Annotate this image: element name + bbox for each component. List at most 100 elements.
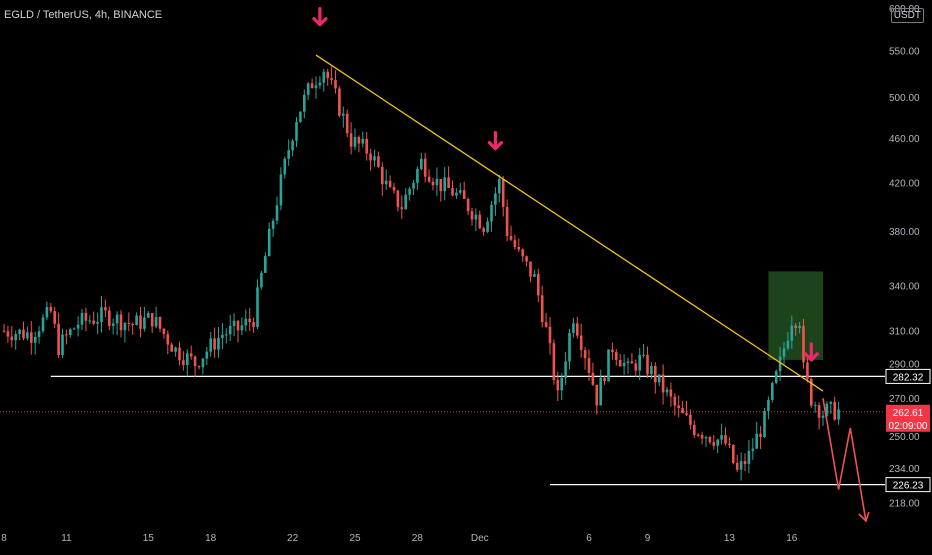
candle-body: [455, 192, 458, 196]
candle-body: [759, 433, 762, 437]
candle-body: [806, 362, 809, 379]
candle-body: [45, 307, 49, 318]
candle-body: [57, 323, 60, 356]
candle-body: [498, 178, 501, 194]
candle-body: [201, 358, 205, 368]
candle-body: [400, 207, 404, 210]
candle-body: [236, 320, 240, 331]
candle-body: [80, 312, 84, 325]
candle-body: [299, 111, 302, 122]
candle-body: [817, 405, 821, 418]
candle-body: [392, 187, 396, 191]
candle-body: [88, 320, 92, 322]
candle-body: [373, 156, 376, 161]
candle-body: [821, 415, 825, 418]
candle-body: [615, 352, 618, 360]
candle-body: [576, 323, 579, 336]
candle-body: [782, 348, 786, 357]
candle-body: [447, 177, 450, 188]
candle-body: [53, 311, 56, 324]
down-arrow-head: [487, 141, 503, 151]
y-tick-label: 600.00: [889, 4, 920, 15]
candle-body: [700, 435, 704, 439]
candle-body: [513, 239, 517, 247]
candle-body: [295, 121, 298, 141]
projected-path: [822, 398, 867, 522]
candle-body: [123, 322, 127, 331]
candle-body: [416, 169, 419, 183]
x-tick-label: 25: [349, 533, 361, 544]
candle-body: [665, 389, 669, 393]
candle-body: [712, 442, 716, 446]
candle-body: [735, 462, 739, 470]
candle-body: [314, 85, 318, 89]
candle-body: [306, 83, 310, 95]
candle-body: [225, 334, 228, 336]
candle-body: [657, 374, 661, 383]
projected-arrowhead: [858, 511, 870, 523]
candle-body: [587, 358, 591, 373]
candle-body: [384, 180, 388, 185]
highlight-zone: [768, 271, 823, 360]
candle-body: [579, 335, 583, 351]
candle-body: [143, 317, 146, 329]
candle-body: [147, 313, 150, 318]
candle-body: [595, 384, 599, 406]
candle-body: [349, 133, 353, 147]
candle-body: [505, 206, 509, 237]
candle-body: [716, 439, 719, 446]
candle-body: [100, 307, 103, 322]
candle-body: [708, 436, 712, 443]
x-tick-label: 16: [786, 533, 798, 544]
candle-body: [829, 401, 833, 404]
candle-body: [494, 193, 497, 205]
currency-badge[interactable]: USDT: [890, 8, 924, 23]
candle-body: [131, 323, 134, 326]
y-tick-label: 380.00: [889, 227, 920, 238]
countdown-label: 02:09:00: [889, 421, 928, 432]
x-tick-label: 13: [724, 533, 736, 544]
candle-body: [244, 318, 248, 326]
candle-body: [677, 405, 680, 409]
y-tick-label: 420.00: [889, 178, 920, 189]
candle-body: [252, 322, 255, 328]
candle-body: [556, 379, 560, 391]
candle-body: [618, 359, 622, 367]
x-tick-label: Dec: [471, 533, 489, 544]
candle-body: [166, 334, 170, 345]
candle-body: [334, 79, 337, 89]
candle-body: [287, 150, 290, 159]
x-tick-label: 11: [61, 533, 72, 544]
candle-body: [2, 330, 6, 332]
candle-body: [603, 377, 606, 382]
candle-body: [182, 360, 185, 365]
x-tick-label: 15: [143, 533, 155, 544]
candle-body: [361, 138, 365, 144]
candle-body: [533, 274, 536, 277]
candle-body: [135, 315, 138, 326]
candle-body: [794, 325, 797, 329]
symbol-title: EGLD / TetherUS, 4h, BINANCE: [4, 9, 163, 21]
candle-body: [693, 424, 696, 435]
candle-body: [170, 344, 173, 352]
candle-body: [462, 190, 466, 199]
candle-body: [654, 366, 657, 383]
candle-body: [673, 396, 677, 406]
candle-body: [521, 249, 524, 257]
candle-body: [322, 71, 326, 83]
candle-body: [626, 361, 630, 363]
candle-body: [104, 307, 107, 311]
candle-body: [420, 158, 423, 170]
candle-body: [326, 71, 329, 79]
candle-body: [69, 329, 72, 336]
candle-body: [353, 136, 357, 147]
candle-body: [256, 287, 259, 328]
candle-body: [423, 158, 427, 177]
candle-body: [802, 325, 805, 363]
candle-body: [186, 353, 189, 365]
candle-body: [564, 361, 567, 378]
candle-body: [739, 461, 743, 470]
candle-body: [232, 320, 236, 326]
